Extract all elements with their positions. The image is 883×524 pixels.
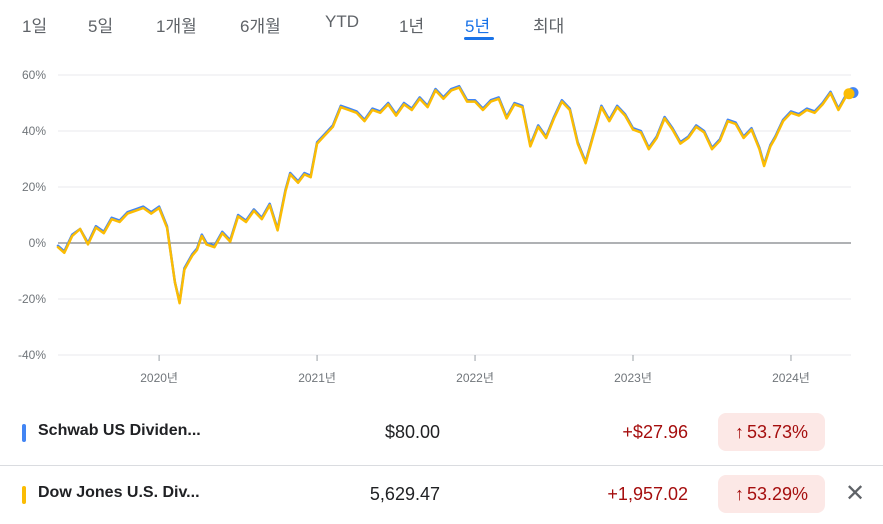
close-icon[interactable]: ✕ bbox=[844, 480, 866, 507]
chart-grid bbox=[58, 74, 851, 356]
x-tick-label: 2022년 bbox=[456, 371, 494, 385]
comparison-chart[interactable]: 60% 40% 20% 0% -20% -40% 2020년 2021년 2022년 2023년… bbox=[0, 55, 883, 395]
tab-1d[interactable]: 1일 bbox=[22, 17, 48, 36]
tab-6m[interactable]: 6개월 bbox=[240, 17, 281, 36]
holding-name: Schwab US Dividen... bbox=[38, 422, 201, 439]
y-tick-label: -40% bbox=[18, 348, 46, 362]
x-tick-label: 2023년 bbox=[614, 371, 652, 385]
y-tick-label: 0% bbox=[29, 236, 47, 250]
arrow-up-icon: ↑ bbox=[734, 421, 744, 442]
series-endpoint-1 bbox=[843, 88, 855, 100]
tab-1y[interactable]: 1년 bbox=[399, 17, 425, 36]
chart-lines bbox=[56, 84, 859, 305]
y-tick-label: 40% bbox=[22, 124, 46, 138]
x-tick-label: 2024년 bbox=[772, 371, 810, 385]
y-axis-ticks: 60% 40% 20% 0% -20% -40% bbox=[18, 68, 46, 362]
y-tick-label: -20% bbox=[18, 292, 46, 306]
tab-ytd[interactable]: YTD bbox=[325, 12, 359, 31]
arrow-up-icon: ↑ bbox=[734, 483, 744, 504]
y-tick-label: 60% bbox=[22, 68, 46, 82]
series-line-0 bbox=[56, 84, 853, 304]
active-tab-indicator bbox=[464, 37, 494, 40]
percent-change-value: 53.73% bbox=[746, 421, 809, 442]
range-tabs: 1일 5일 1개월 6개월 YTD 1년 5년 최대 bbox=[0, 0, 883, 48]
x-axis-ticks: 2020년 2021년 2022년 2023년 2024년 bbox=[140, 355, 810, 385]
series-color-swatch bbox=[22, 486, 26, 504]
holding-name: Dow Jones U.S. Div... bbox=[38, 484, 200, 501]
tab-1m[interactable]: 1개월 bbox=[156, 17, 197, 36]
series-line-1 bbox=[56, 86, 853, 305]
holding-change: +1,957.02 bbox=[607, 484, 688, 504]
tab-5d[interactable]: 5일 bbox=[88, 17, 114, 36]
x-tick-label: 2020년 bbox=[140, 371, 178, 385]
tab-5y[interactable]: 5년 bbox=[465, 17, 491, 36]
holding-price: $80.00 bbox=[384, 422, 440, 442]
y-tick-label: 20% bbox=[22, 180, 46, 194]
holding-price: 5,629.47 bbox=[369, 484, 440, 504]
percent-change-badge: ↑ 53.29% bbox=[718, 475, 825, 513]
percent-change-badge: ↑ 53.73% bbox=[718, 413, 825, 451]
series-color-swatch bbox=[22, 424, 26, 442]
tab-max[interactable]: 최대 bbox=[533, 17, 565, 36]
percent-change-value: 53.29% bbox=[746, 483, 809, 504]
x-tick-label: 2021년 bbox=[298, 371, 336, 385]
holding-row-dow-jones[interactable]: Dow Jones U.S. Div... 5,629.47 +1,957.02… bbox=[0, 465, 883, 524]
holding-change: +$27.96 bbox=[622, 422, 688, 442]
holding-row-schwab[interactable]: Schwab US Dividen... $80.00 +$27.96 ↑ 53… bbox=[0, 404, 883, 462]
